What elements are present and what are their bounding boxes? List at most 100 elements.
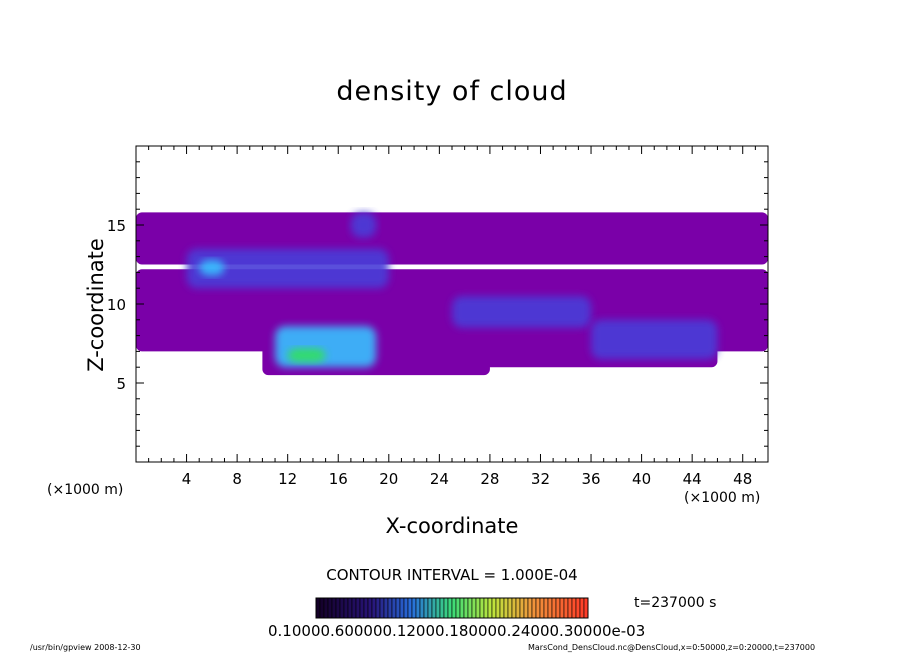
colorbar-cell — [423, 597, 429, 619]
density-field — [136, 212, 768, 376]
colorbar-cell — [535, 597, 541, 619]
x-axis-label: X-coordinate — [0, 514, 904, 538]
density-region-mid — [186, 248, 389, 289]
colorbar-cell — [495, 597, 501, 619]
density-region-mid — [350, 212, 377, 238]
colorbar-cell — [459, 597, 465, 619]
colorbar-cell — [367, 597, 373, 619]
colorbar-cell — [487, 597, 493, 619]
colorbar-cell — [351, 597, 357, 619]
colorbar-frame — [315, 597, 589, 619]
colorbar-cell — [399, 597, 405, 619]
x-axis-label-text: X-coordinate — [385, 514, 519, 538]
colorbar-cell — [315, 597, 321, 619]
colorbar-cell — [435, 597, 441, 619]
colorbar-cell — [331, 597, 337, 619]
colorbar-cell — [319, 597, 325, 619]
colorbar — [315, 597, 589, 619]
contour-interval-label: CONTOUR INTERVAL = 1.000E-04 — [326, 566, 578, 584]
colorbar-cell — [355, 597, 361, 619]
colorbar-cell — [547, 597, 553, 619]
colorbar-cell — [471, 597, 477, 619]
footer-right-label: MarsCond_DensCloud.nc@DensCloud,x=0:5000… — [528, 643, 816, 652]
colorbar-cell — [583, 597, 589, 619]
x-tick-label: 4 — [182, 470, 192, 488]
colorbar-cell — [395, 597, 401, 619]
colorbar-cell — [563, 597, 569, 619]
colorbar-cell — [419, 597, 425, 619]
colorbar-cell — [455, 597, 461, 619]
x-tick-label: 48 — [733, 470, 752, 488]
colorbar-cell — [467, 597, 473, 619]
colorbar-cell — [531, 597, 537, 619]
colorbar-cell — [551, 597, 557, 619]
colorbar-cell — [507, 597, 513, 619]
colorbar-cell — [327, 597, 333, 619]
colorbar-cell — [543, 597, 549, 619]
colorbar-cell — [387, 597, 393, 619]
x-tick-label: 36 — [581, 470, 600, 488]
x-unit-label-right: (×1000 m) — [684, 490, 761, 506]
x-tick-label: 44 — [683, 470, 702, 488]
y-tick-label: 15 — [107, 217, 126, 235]
colorbar-cell — [323, 597, 329, 619]
colorbar-cell — [431, 597, 437, 619]
density-region-peak — [287, 348, 326, 363]
colorbar-cell — [415, 597, 421, 619]
colorbar-cell — [439, 597, 445, 619]
colorbar-cell — [475, 597, 481, 619]
x-ticks: 4 8 12 16 20 24 28 32 36 40 44 48 — [148, 146, 756, 488]
colorbar-cell — [427, 597, 433, 619]
x-tick-label: 40 — [632, 470, 651, 488]
x-tick-label: 16 — [329, 470, 348, 488]
x-tick-label: 24 — [430, 470, 449, 488]
colorbar-cell — [511, 597, 517, 619]
colorbar-cell — [479, 597, 485, 619]
colorbar-cell — [571, 597, 577, 619]
colorbar-cell — [483, 597, 489, 619]
colorbar-cell — [375, 597, 381, 619]
x-tick-label: 32 — [531, 470, 550, 488]
colorbar-cell — [411, 597, 417, 619]
colorbar-cell — [407, 597, 413, 619]
colorbar-cell — [523, 597, 529, 619]
colorbar-cell — [539, 597, 545, 619]
density-region-mid — [591, 319, 718, 360]
colorbar-cell — [451, 597, 457, 619]
colorbar-cell — [379, 597, 385, 619]
colorbar-cell — [527, 597, 533, 619]
density-region-high — [275, 326, 377, 368]
colorbar-cell — [555, 597, 561, 619]
footer-left-label: /usr/bin/gpview 2008-12-30 — [30, 643, 141, 652]
density-region-high — [199, 259, 225, 276]
colorbar-cell — [339, 597, 345, 619]
colorbar-cell — [335, 597, 341, 619]
colorbar-cell — [575, 597, 581, 619]
y-tick-label: 10 — [107, 296, 126, 314]
colorbar-cell — [343, 597, 349, 619]
x-unit-label-left: (×1000 m) — [47, 482, 124, 498]
colorbar-cell — [371, 597, 377, 619]
colorbar-cell — [567, 597, 573, 619]
colorbar-cell — [515, 597, 521, 619]
colorbar-cell — [499, 597, 505, 619]
colorbar-cell — [403, 597, 409, 619]
colorbar-cell — [447, 597, 453, 619]
density-region-mid — [452, 296, 592, 328]
x-tick-label: 8 — [232, 470, 242, 488]
colorbar-cell — [391, 597, 397, 619]
x-tick-label: 12 — [278, 470, 297, 488]
colorbar-cell — [503, 597, 509, 619]
y-tick-label: 5 — [116, 375, 126, 393]
x-tick-label: 28 — [480, 470, 499, 488]
colorbar-cell — [383, 597, 389, 619]
colorbar-cell — [443, 597, 449, 619]
colorbar-cell — [359, 597, 365, 619]
colorbar-cell — [491, 597, 497, 619]
x-tick-label: 20 — [379, 470, 398, 488]
colorbar-labels: 0.10000.600000.12000.180000.24000.30000e… — [268, 622, 646, 640]
colorbar-cell — [463, 597, 469, 619]
chart-title: density of cloud — [336, 76, 568, 107]
time-label: t=237000 s — [634, 595, 717, 611]
